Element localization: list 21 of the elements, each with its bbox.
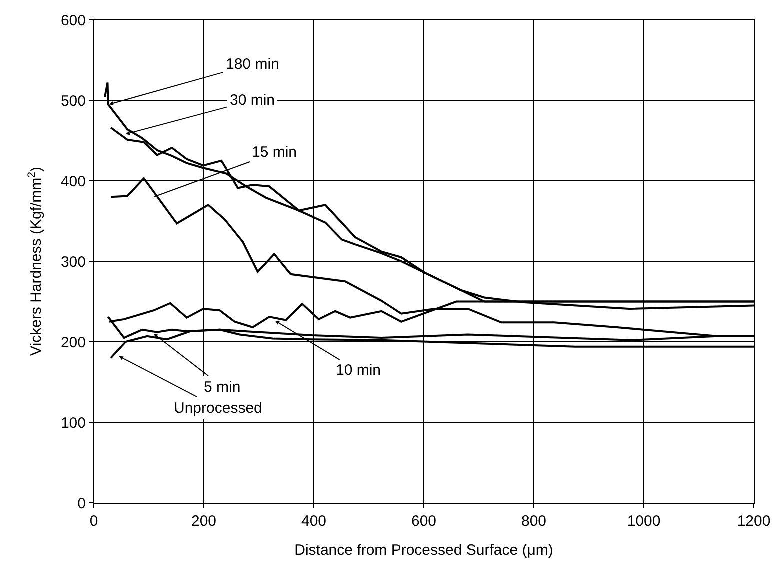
x-tick-label: 200 xyxy=(191,513,217,530)
y-tick-label: 100 xyxy=(60,414,86,432)
y-tick-label: 200 xyxy=(60,334,86,352)
x-tick-label: 800 xyxy=(521,513,547,530)
y-tick-label: 600 xyxy=(60,12,86,30)
y-tick-label: 400 xyxy=(60,173,86,190)
annotation: 10 min xyxy=(336,362,382,379)
y-tick-label: 300 xyxy=(60,254,86,271)
annotation: 5 min xyxy=(204,379,241,396)
annotation: Unprocessed xyxy=(174,400,262,417)
y-tick-label: 500 xyxy=(60,92,86,110)
x-tick-label: 0 xyxy=(90,513,98,530)
annotation: 30 min xyxy=(230,92,276,109)
x-tick-label: 1000 xyxy=(627,513,661,530)
x-tick-label: 600 xyxy=(411,513,437,530)
x-axis-title: Distance from Processed Surface (μm) xyxy=(294,542,554,559)
x-tick-label: 400 xyxy=(301,513,327,530)
x-tick-label: 1200 xyxy=(737,513,771,530)
annotation: 15 min xyxy=(252,144,298,161)
y-tick-label: 0 xyxy=(78,495,86,512)
annotation: 180 min xyxy=(226,56,280,73)
